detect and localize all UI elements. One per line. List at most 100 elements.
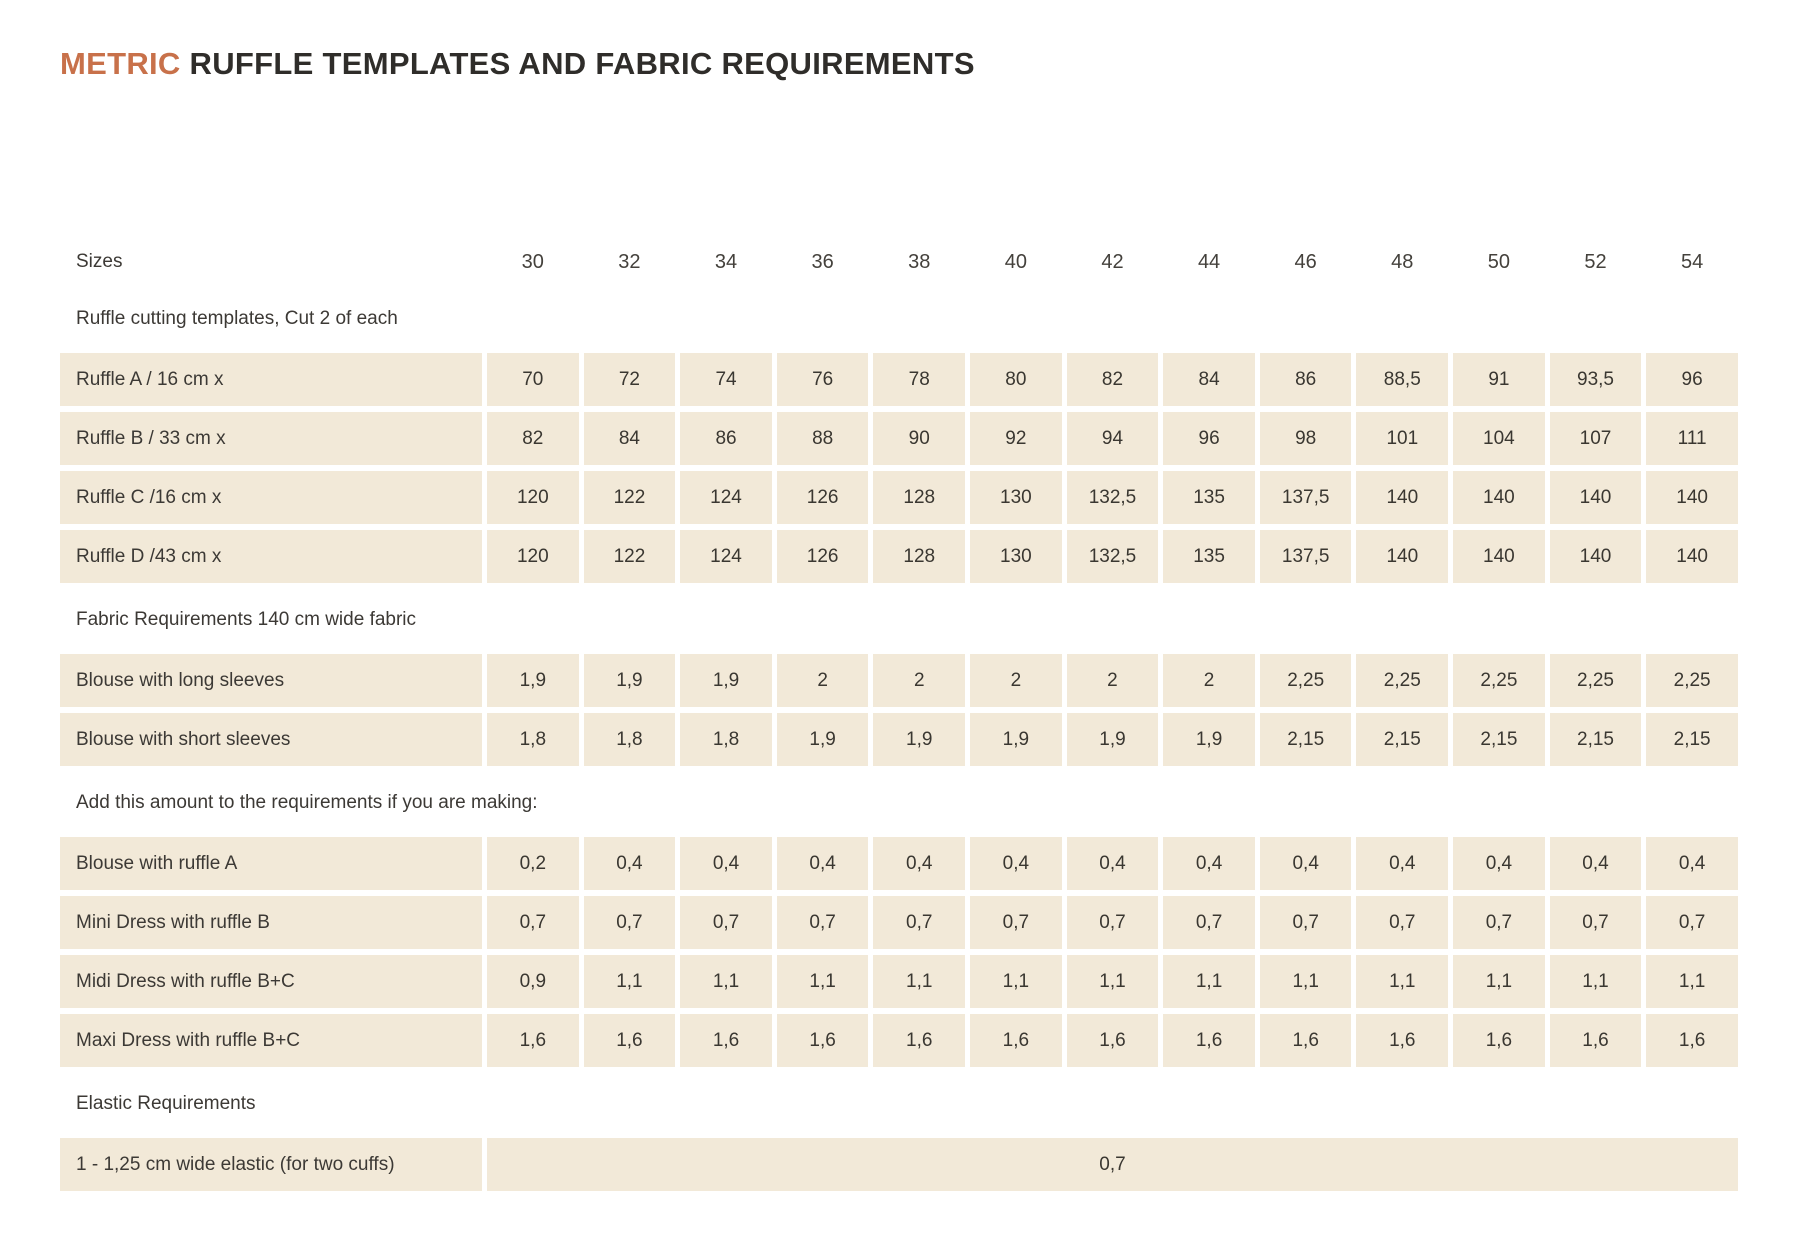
- value-cell: 0,4: [970, 837, 1062, 890]
- size-column-header: 50: [1487, 250, 1511, 273]
- value-cell: 0,4: [583, 837, 676, 890]
- value-cell: 76: [776, 353, 869, 406]
- value-cell: 1,6: [487, 1014, 579, 1067]
- merged-value-cell: 0,7: [487, 1138, 1738, 1191]
- value-cell: 1,9: [1066, 713, 1159, 766]
- value-cell: 107: [1549, 412, 1642, 465]
- row-label: Ruffle B / 33 cm x: [60, 412, 482, 465]
- page-title-rest: RUFFLE TEMPLATES AND FABRIC REQUIREMENTS: [180, 46, 975, 81]
- size-column-header: 30: [521, 250, 544, 273]
- table-row: Blouse with short sleeves 1,8 1,8 1,8 1,9 1,9…: [60, 713, 1738, 766]
- row-label: Ruffle A / 16 cm x: [60, 353, 482, 406]
- value-cell: 0,4: [1646, 837, 1738, 890]
- value-cell: 98: [1259, 412, 1352, 465]
- table-row: Ruffle C /16 cm x 120 122 124 126 128 130 132,5…: [60, 471, 1738, 524]
- value-cell: 140: [1646, 530, 1738, 583]
- page-title-highlight: METRIC: [60, 46, 181, 81]
- value-cell: 78: [873, 353, 966, 406]
- page-title: METRIC RUFFLE TEMPLATES AND FABRIC REQUI…: [60, 46, 1740, 82]
- value-cell: 1,6: [1549, 1014, 1642, 1067]
- size-column-header: 32: [618, 250, 641, 273]
- value-cell: 132,5: [1066, 471, 1159, 524]
- row-label: Mini Dress with ruffle B: [60, 896, 482, 949]
- value-cell: 0,4: [1066, 837, 1159, 890]
- value-cell: 135: [1163, 530, 1255, 583]
- value-cell: 1,1: [583, 955, 676, 1008]
- value-cell: 2,15: [1259, 713, 1352, 766]
- value-cell: 120: [487, 530, 579, 583]
- value-cell: 0,7: [583, 896, 676, 949]
- value-cell: 1,1: [1549, 955, 1642, 1008]
- value-cell: 93,5: [1549, 353, 1642, 406]
- value-cell: 70: [487, 353, 579, 406]
- value-cell: 86: [1259, 353, 1352, 406]
- value-cell: 0,7: [1163, 896, 1255, 949]
- value-cell: 0,7: [1259, 896, 1352, 949]
- value-cell: 0,4: [1356, 837, 1449, 890]
- value-cell: 128: [873, 530, 966, 583]
- value-cell: 135: [1163, 471, 1255, 524]
- value-cell: 86: [680, 412, 772, 465]
- value-cell: 1,1: [1356, 955, 1449, 1008]
- size-column-header: 54: [1680, 250, 1704, 273]
- size-column-header: 46: [1294, 250, 1317, 273]
- table-row: Ruffle D /43 cm x 120 122 124 126 128 130 132,5…: [60, 530, 1738, 583]
- value-cell: 1,9: [776, 713, 869, 766]
- row-label: 1 - 1,25 cm wide elastic (for two cuffs): [60, 1138, 482, 1191]
- sizes-header-row: Sizes 30 32 34 36 38 40 42 44 46 48 50 52 54: [60, 248, 1738, 276]
- value-cell: 91: [1453, 353, 1545, 406]
- value-cell: 104: [1453, 412, 1545, 465]
- value-cell: 1,1: [1259, 955, 1352, 1008]
- value-cell: 0,7: [776, 896, 869, 949]
- row-label: Blouse with ruffle A: [60, 837, 482, 890]
- section-heading: Elastic Requirements: [76, 1093, 256, 1114]
- value-cell: 90: [873, 412, 966, 465]
- value-cell: 1,6: [776, 1014, 869, 1067]
- value-cell: 1,6: [1066, 1014, 1159, 1067]
- value-cell: 0,7: [680, 896, 772, 949]
- value-cell: 122: [583, 471, 676, 524]
- value-cell: 111: [1646, 412, 1738, 465]
- value-cell: 0,4: [1453, 837, 1545, 890]
- value-cell: 92: [970, 412, 1062, 465]
- value-cell: 140: [1453, 530, 1545, 583]
- value-cell: 2: [970, 654, 1062, 707]
- value-cell: 1,1: [1646, 955, 1738, 1008]
- value-cell: 2,25: [1646, 654, 1738, 707]
- value-cell: 2,15: [1453, 713, 1545, 766]
- size-column-header: 38: [908, 250, 931, 273]
- value-cell: 2,15: [1549, 713, 1642, 766]
- value-cell: 0,4: [776, 837, 869, 890]
- value-cell: 120: [487, 471, 579, 524]
- value-cell: 140: [1356, 530, 1449, 583]
- value-cell: 1,1: [970, 955, 1062, 1008]
- value-cell: 84: [1163, 353, 1255, 406]
- value-cell: 2,25: [1453, 654, 1545, 707]
- section-heading: Ruffle cutting templates, Cut 2 of each: [76, 308, 398, 329]
- table-row: Blouse with ruffle A 0,2 0,4 0,4 0,4 0,4 0,4 0,…: [60, 837, 1738, 890]
- value-cell: 140: [1646, 471, 1738, 524]
- value-cell: 2: [1163, 654, 1255, 707]
- requirements-table: Sizes 30 32 34 36 38 40 42 44 46 48 50 52 54 Ruffle cu…: [60, 82, 1738, 1197]
- row-label: Midi Dress with ruffle B+C: [60, 955, 482, 1008]
- row-label: Blouse with long sleeves: [60, 654, 482, 707]
- value-cell: 0,4: [1549, 837, 1642, 890]
- size-column-header: 36: [811, 250, 834, 273]
- value-cell: 124: [680, 530, 772, 583]
- section-heading: Fabric Requirements 140 cm wide fabric: [76, 609, 417, 630]
- table-row: Maxi Dress with ruffle B+C 1,6 1,6 1,6 1,6 1,…: [60, 1014, 1738, 1067]
- table-row: Midi Dress with ruffle B+C 0,9 1,1 1,1 1,1 1,…: [60, 955, 1738, 1008]
- value-cell: 0,4: [1259, 837, 1352, 890]
- value-cell: 126: [776, 530, 869, 583]
- value-cell: 137,5: [1259, 530, 1352, 583]
- value-cell: 1,6: [873, 1014, 966, 1067]
- value-cell: 1,6: [1259, 1014, 1352, 1067]
- value-cell: 1,6: [1356, 1014, 1449, 1067]
- value-cell: 124: [680, 471, 772, 524]
- value-cell: 1,9: [583, 654, 676, 707]
- sizes-label: Sizes: [76, 251, 123, 272]
- value-cell: 88,5: [1356, 353, 1449, 406]
- size-column-header: 42: [1101, 250, 1124, 273]
- row-label: Maxi Dress with ruffle B+C: [60, 1014, 482, 1067]
- value-cell: 126: [776, 471, 869, 524]
